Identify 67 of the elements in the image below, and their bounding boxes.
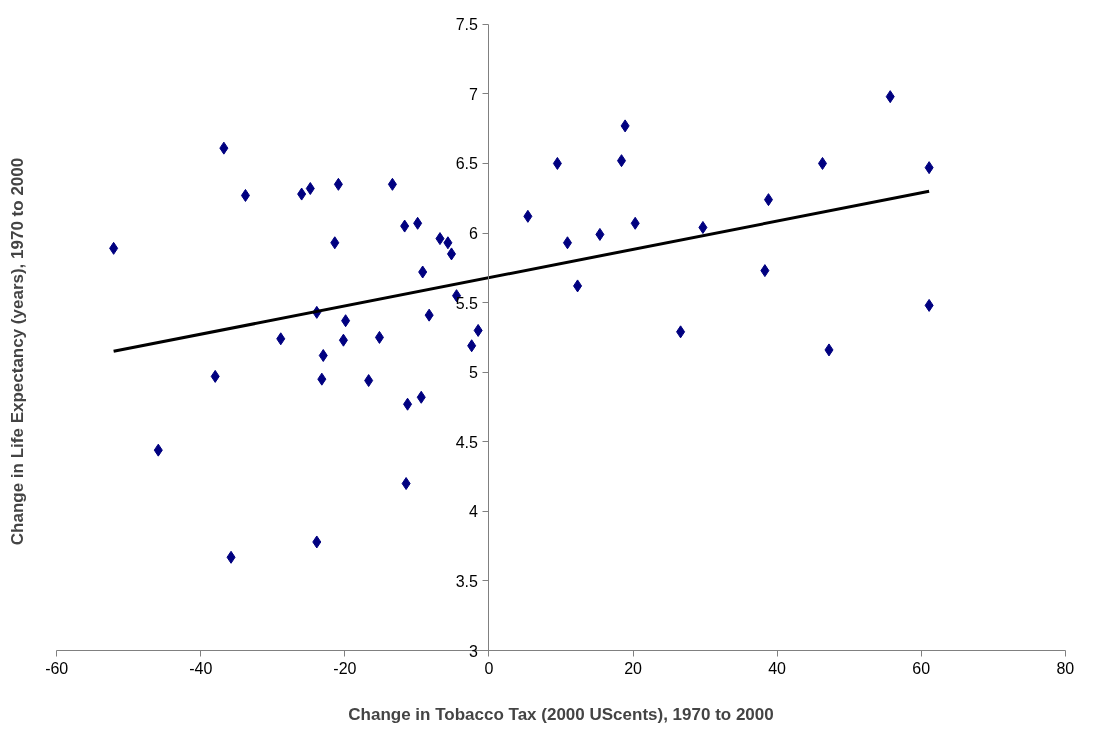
point [330, 236, 340, 250]
point [818, 156, 828, 170]
point [341, 314, 351, 328]
point [413, 216, 423, 230]
point [318, 349, 328, 362]
y-axis-title: Change in Life Expectancy (years), 1970 to 2000 [7, 157, 27, 546]
y-tick-label: 5 [469, 364, 479, 382]
point [297, 187, 307, 201]
point [333, 177, 343, 191]
point [924, 298, 934, 312]
x-tick-label: 40 [768, 659, 787, 677]
point [401, 477, 411, 491]
y-tick-label: 3.5 [455, 572, 479, 590]
point [617, 154, 627, 168]
point [924, 161, 934, 175]
y-tick-label: 3 [469, 642, 479, 660]
x-axis-title: Change in Tobacco Tax (2000 UScents), 1970 to 2000 [348, 704, 774, 724]
y-tick-label: 4.5 [455, 433, 479, 451]
point [443, 236, 453, 250]
point [523, 209, 533, 223]
x-tick-label: -40 [189, 659, 213, 677]
point [374, 330, 384, 344]
y-tick-label: 4 [469, 503, 479, 521]
y-tick-label: 6 [469, 225, 479, 243]
point [240, 188, 250, 202]
point [276, 332, 286, 346]
x-tick-label: -20 [333, 659, 357, 677]
point [573, 279, 583, 293]
point [620, 119, 630, 133]
point [435, 232, 445, 246]
point [403, 397, 413, 411]
y-tick-label: 5.5 [455, 294, 479, 312]
y-tick-label: 6.5 [455, 155, 479, 173]
point [153, 443, 163, 457]
point [418, 265, 428, 279]
point [305, 182, 315, 195]
y-tick-label: 7.5 [455, 16, 479, 34]
x-tick-label: 20 [624, 659, 643, 677]
point [219, 141, 229, 155]
point [416, 390, 426, 404]
point [562, 236, 572, 250]
point [885, 90, 895, 104]
point [312, 535, 322, 549]
x-tick-label: -60 [45, 659, 69, 677]
point [424, 308, 434, 322]
point [552, 156, 562, 170]
point [364, 374, 374, 388]
point [210, 369, 220, 383]
point [760, 264, 770, 278]
point [467, 339, 477, 353]
point [317, 372, 327, 386]
point [824, 343, 834, 357]
point [400, 219, 410, 233]
point [676, 325, 686, 339]
point [338, 333, 348, 347]
point [698, 220, 708, 234]
x-tick-label: 0 [484, 659, 494, 677]
point [387, 177, 397, 191]
y-tick-label: 7 [469, 85, 479, 103]
point [109, 241, 119, 255]
point [595, 227, 605, 241]
x-tick-label: 60 [912, 659, 931, 677]
point [473, 323, 483, 337]
point [763, 193, 773, 207]
point [630, 216, 640, 230]
point [226, 550, 236, 564]
x-tick-label: 80 [1056, 659, 1075, 677]
